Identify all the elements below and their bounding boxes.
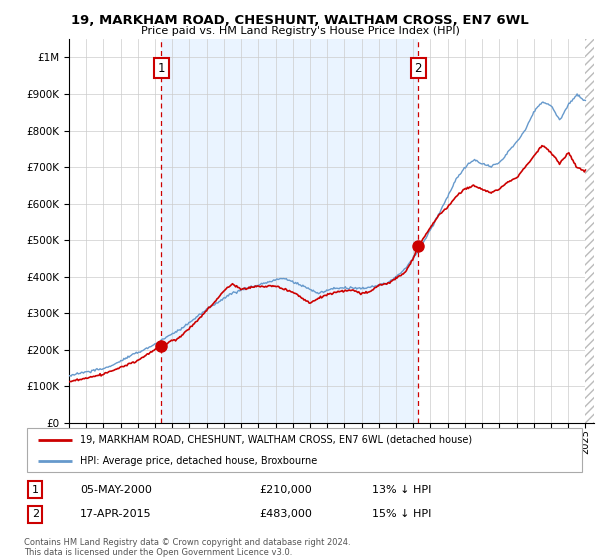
Text: 2: 2 [32,509,39,519]
Text: £483,000: £483,000 [260,509,313,519]
Text: £210,000: £210,000 [260,484,313,494]
Text: 19, MARKHAM ROAD, CHESHUNT, WALTHAM CROSS, EN7 6WL (detached house): 19, MARKHAM ROAD, CHESHUNT, WALTHAM CROS… [80,435,472,445]
Text: 1: 1 [32,484,39,494]
Text: 1: 1 [158,62,165,75]
Text: HPI: Average price, detached house, Broxbourne: HPI: Average price, detached house, Brox… [80,456,317,466]
Text: 13% ↓ HPI: 13% ↓ HPI [372,484,431,494]
Text: 2: 2 [415,62,422,75]
Text: 15% ↓ HPI: 15% ↓ HPI [372,509,431,519]
Text: 19, MARKHAM ROAD, CHESHUNT, WALTHAM CROSS, EN7 6WL: 19, MARKHAM ROAD, CHESHUNT, WALTHAM CROS… [71,14,529,27]
Text: 17-APR-2015: 17-APR-2015 [80,509,152,519]
Text: Contains HM Land Registry data © Crown copyright and database right 2024.
This d: Contains HM Land Registry data © Crown c… [24,538,350,557]
Text: Price paid vs. HM Land Registry's House Price Index (HPI): Price paid vs. HM Land Registry's House … [140,26,460,36]
FancyBboxPatch shape [27,428,582,472]
Text: 05-MAY-2000: 05-MAY-2000 [80,484,152,494]
Bar [161,39,418,423]
Bar [586,39,600,423]
